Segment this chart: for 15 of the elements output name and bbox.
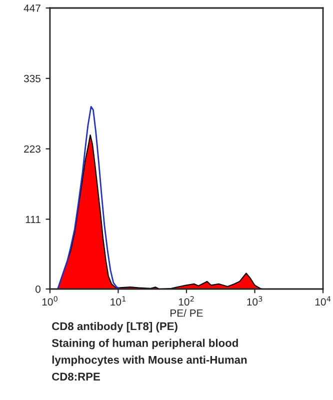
- text: lymphocytes with Mouse anti-Human: [52, 356, 247, 366]
- text: Staining of human peripheral blood: [52, 338, 238, 350]
- y-tick-label: 111: [26, 216, 40, 223]
- x-tick-label: 10$^{2}$: [178, 296, 194, 306]
- x-axis-title: PE/ PE: [170, 309, 203, 317]
- text: CD8:RPE: [52, 372, 100, 381]
- text: CD8 antibody [LT8] (PE): [52, 322, 178, 332]
- y-tick-label: 335: [24, 74, 40, 82]
- y-tick-label: 223: [24, 145, 40, 153]
- x-tick-label: 10$^{3}$: [247, 296, 262, 306]
- x-tick-label: 10$^{4}$: [315, 296, 331, 306]
- x-tick-label: 10$^{1}$: [110, 296, 126, 306]
- x-tick-label: 10$^{0}$: [42, 296, 58, 306]
- y-tick-label: 0: [36, 286, 41, 293]
- y-tick-label: 447: [24, 4, 40, 12]
